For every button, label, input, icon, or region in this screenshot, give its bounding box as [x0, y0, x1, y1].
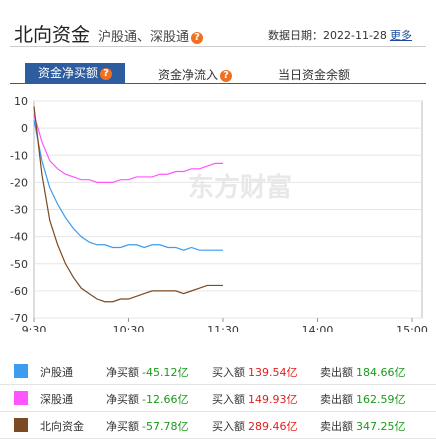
buy-value: 139.54亿	[248, 366, 298, 379]
y-tick-label: -50	[10, 258, 28, 271]
net-value: -45.12亿	[142, 366, 189, 379]
date-label: 数据日期：	[268, 29, 323, 42]
tab[interactable]: 当日资金余额	[278, 68, 351, 82]
y-tick-label: -30	[10, 204, 28, 217]
x-tick-label: 14:00	[302, 324, 334, 332]
legend-name: 北向资金	[40, 420, 84, 433]
header-rule	[10, 46, 426, 47]
y-tick-label: -70	[10, 312, 28, 325]
help-icon[interactable]: ?	[100, 67, 112, 80]
buy-value: 149.93亿	[248, 393, 298, 406]
sell-value: 347.25亿	[356, 420, 406, 433]
legend-table: 沪股通 净买额 -45.12亿 买入额 139.54亿 卖出额 184.66亿 深股通 净买额 -…	[0, 358, 436, 440]
subtitle: 沪股通、深股通	[98, 30, 190, 45]
legend-row: 沪股通 净买额 -45.12亿 买入额 139.54亿 卖出额 184.66亿	[0, 358, 436, 385]
legend-row: 深股通 净买额 -12.66亿 买入额 149.93亿 卖出额 162.59亿	[0, 385, 436, 412]
legend-row: 北向资金 净买额 -57.78亿 买入额 289.46亿 卖出额 347.25亿	[0, 412, 436, 439]
more-link[interactable]: 更多	[389, 29, 412, 42]
buy-label: 买入额	[212, 420, 245, 433]
sell-label: 卖出额	[320, 393, 353, 406]
help-icon[interactable]: ?	[220, 69, 233, 82]
date: 2022-11-28	[323, 29, 387, 42]
legend-swatch	[14, 391, 28, 405]
buy-label: 买入额	[212, 366, 245, 379]
sell-label: 卖出额	[320, 420, 353, 433]
subtitle-wrap: 沪股通、深股通?	[98, 26, 204, 45]
net-label: 净买额	[106, 420, 139, 433]
chart: 东方财富 10 0 -10 -20 -30 -40 -50 -60 -709:30 10:30 11:…	[10, 95, 428, 332]
sell-label: 卖出额	[320, 366, 353, 379]
net-label: 净买额	[106, 366, 139, 379]
series-line	[33, 106, 223, 303]
y-tick-label: 10	[14, 95, 28, 108]
watermark: 东方财富	[188, 172, 292, 203]
y-tick-label: -10	[10, 149, 28, 162]
y-tick-label: -40	[10, 231, 28, 244]
x-tick-label: 11:30	[207, 324, 239, 332]
net-label: 净买额	[106, 393, 139, 406]
legend-name: 沪股通	[40, 366, 73, 379]
y-tick-label: -20	[10, 176, 28, 189]
legend-swatch	[14, 418, 28, 432]
buy-label: 买入额	[212, 393, 245, 406]
legend-swatch	[14, 364, 28, 378]
series-line	[33, 114, 223, 183]
y-tick-label: -60	[10, 285, 28, 298]
tab-label: 资金净流入	[158, 68, 219, 82]
x-tick-label: 9:30	[22, 324, 47, 332]
tab[interactable]: 资金净流入?	[158, 66, 233, 83]
title: 北向资金	[14, 24, 91, 46]
tab-rule	[10, 83, 426, 84]
sell-value: 162.59亿	[356, 393, 406, 406]
net-value: -57.78亿	[142, 420, 189, 433]
series-line	[33, 119, 223, 251]
y-tick-label: 0	[21, 122, 28, 135]
date-wrap: 数据日期：2022-11-28 更多	[268, 27, 412, 43]
tab-active[interactable]: 资金净买额?	[25, 63, 125, 83]
x-tick-label: 15:00	[396, 324, 428, 332]
legend-name: 深股通	[40, 393, 73, 406]
help-icon[interactable]: ?	[191, 31, 204, 44]
net-value: -12.66亿	[142, 393, 189, 406]
x-tick-label: 10:30	[113, 324, 145, 332]
buy-value: 289.46亿	[248, 420, 298, 433]
sell-value: 184.66亿	[356, 366, 406, 379]
tab-label: 资金净买额	[37, 66, 98, 80]
